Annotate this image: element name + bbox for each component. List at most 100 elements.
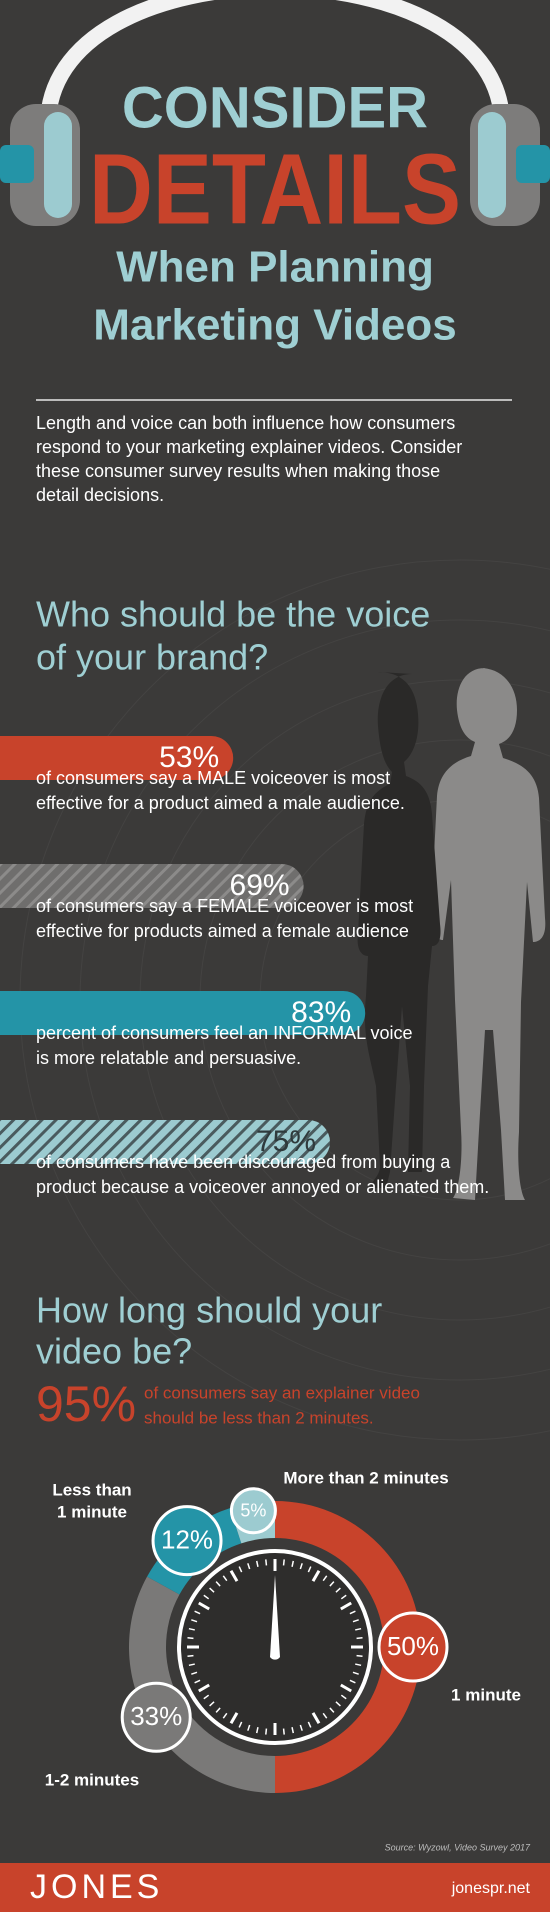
stat-bar <box>0 991 366 1035</box>
clock-tick <box>340 1694 347 1700</box>
intro-text: detail decisions. <box>36 485 164 505</box>
clock-tick <box>191 1671 198 1675</box>
stat-text: of consumers say a MALE voiceover is mos… <box>36 768 390 788</box>
stat-text: effective for a product aimed a male aud… <box>36 793 405 813</box>
clock-tick <box>209 1587 215 1593</box>
clock-tick <box>291 1727 295 1734</box>
subtitle: When Planning <box>116 243 434 292</box>
segment-bubble <box>120 1681 192 1753</box>
intro-text: Length and voice can both influence how … <box>36 413 455 433</box>
intro-text: respond to your marketing explainer vide… <box>36 437 462 457</box>
clock-tick <box>238 1721 243 1728</box>
section-heading: How long should your <box>36 1290 382 1331</box>
clock-tick <box>356 1637 363 1640</box>
stat-bar <box>0 864 304 908</box>
clock-tick <box>352 1671 359 1675</box>
clock-tick <box>194 1679 201 1684</box>
clock-tick <box>356 1654 363 1657</box>
highlight-text: should be less than 2 minutes. <box>144 1408 374 1427</box>
clock-tick <box>352 1619 359 1623</box>
segment-name: 1 minute <box>451 1685 521 1704</box>
clock-tick <box>299 1563 303 1570</box>
segment-bubble <box>377 1611 449 1683</box>
segment-name: More than 2 minutes <box>283 1468 448 1487</box>
clock-tick <box>299 1724 303 1731</box>
clock-tick <box>335 1701 341 1707</box>
clock-tick <box>349 1610 356 1615</box>
segment-label: 33% <box>130 1701 182 1731</box>
clock-tick <box>188 1663 195 1667</box>
clock-tick <box>203 1694 210 1700</box>
clock-tick <box>329 1707 335 1713</box>
silhouettes <box>357 668 546 1200</box>
clock-tick <box>194 1610 201 1615</box>
clock-tick <box>329 1581 335 1587</box>
stat-text: product because a voiceover annoyed or a… <box>36 1177 489 1197</box>
clock-tick <box>198 1601 210 1611</box>
clock-tick <box>215 1581 221 1587</box>
clock-tick <box>209 1701 215 1707</box>
stat-label: 75% <box>256 1125 316 1158</box>
clock-tick <box>247 1724 251 1731</box>
clock-needle <box>270 1575 280 1660</box>
stat-label: 69% <box>230 869 290 902</box>
clock-tick <box>335 1587 341 1593</box>
clock-tick <box>265 1559 268 1566</box>
subtitle: Marketing Videos <box>93 301 457 350</box>
highlight-stat: 95% <box>36 1376 136 1432</box>
stat-bar <box>0 736 234 780</box>
clock-tick <box>203 1594 210 1600</box>
segment-bubble <box>229 1487 277 1535</box>
clock-tick <box>282 1559 285 1566</box>
segment-name: 1-2 minutes <box>45 1770 139 1789</box>
segment-label: 12% <box>161 1525 213 1555</box>
section-heading: of your brand? <box>36 637 268 678</box>
clock-tick <box>322 1575 328 1582</box>
footer-url: jonespr.net <box>451 1880 531 1897</box>
intro-text: these consumer survey results when makin… <box>36 461 440 481</box>
stat-label: 83% <box>291 996 351 1029</box>
clock-tick <box>198 1683 210 1693</box>
stat-bar <box>0 1120 330 1164</box>
segment-name: Less than <box>52 1480 131 1499</box>
clock-tick <box>307 1721 312 1728</box>
clock-tick <box>238 1566 243 1573</box>
clock-tick <box>355 1627 362 1631</box>
clock-tick <box>307 1566 312 1573</box>
clock-tick <box>215 1707 221 1713</box>
title: CONSIDER <box>122 75 428 140</box>
segment-label: 5% <box>240 1500 266 1520</box>
clock-tick <box>222 1575 228 1582</box>
stat-label: 53% <box>159 741 219 774</box>
donut-segment <box>275 1501 421 1793</box>
clock-tick <box>291 1560 295 1567</box>
section-heading: Who should be the voice <box>36 594 430 635</box>
clock-tick <box>340 1683 352 1693</box>
clock-tick <box>255 1560 259 1567</box>
stat-text: of consumers have been discouraged from … <box>36 1152 451 1172</box>
clock-tick <box>188 1627 195 1631</box>
clock-tick <box>311 1570 321 1582</box>
stat-text: percent of consumers feel an INFORMAL vo… <box>36 1023 413 1043</box>
segment-bubble <box>151 1505 223 1577</box>
headphones <box>0 0 550 226</box>
clock-tick <box>355 1663 362 1667</box>
clock-tick <box>247 1563 251 1570</box>
clock-tick <box>349 1679 356 1684</box>
clock-tick <box>255 1727 259 1734</box>
brand: JONES <box>30 1868 163 1906</box>
segment-label: 50% <box>387 1631 439 1661</box>
stat-text: of consumers say a FEMALE voiceover is m… <box>36 896 413 916</box>
clock-tick <box>311 1712 321 1724</box>
stat-text: effective for products aimed a female au… <box>36 921 409 941</box>
clock-tick <box>187 1654 194 1657</box>
stat-text: is more relatable and persuasive. <box>36 1048 301 1068</box>
segment-name: 1 minute <box>57 1502 127 1521</box>
clock-tick <box>187 1637 194 1640</box>
clock-tick <box>191 1619 198 1623</box>
clock-tick <box>322 1712 328 1719</box>
highlight-text: of consumers say an explainer video <box>144 1383 420 1402</box>
clock-tick <box>340 1594 347 1600</box>
